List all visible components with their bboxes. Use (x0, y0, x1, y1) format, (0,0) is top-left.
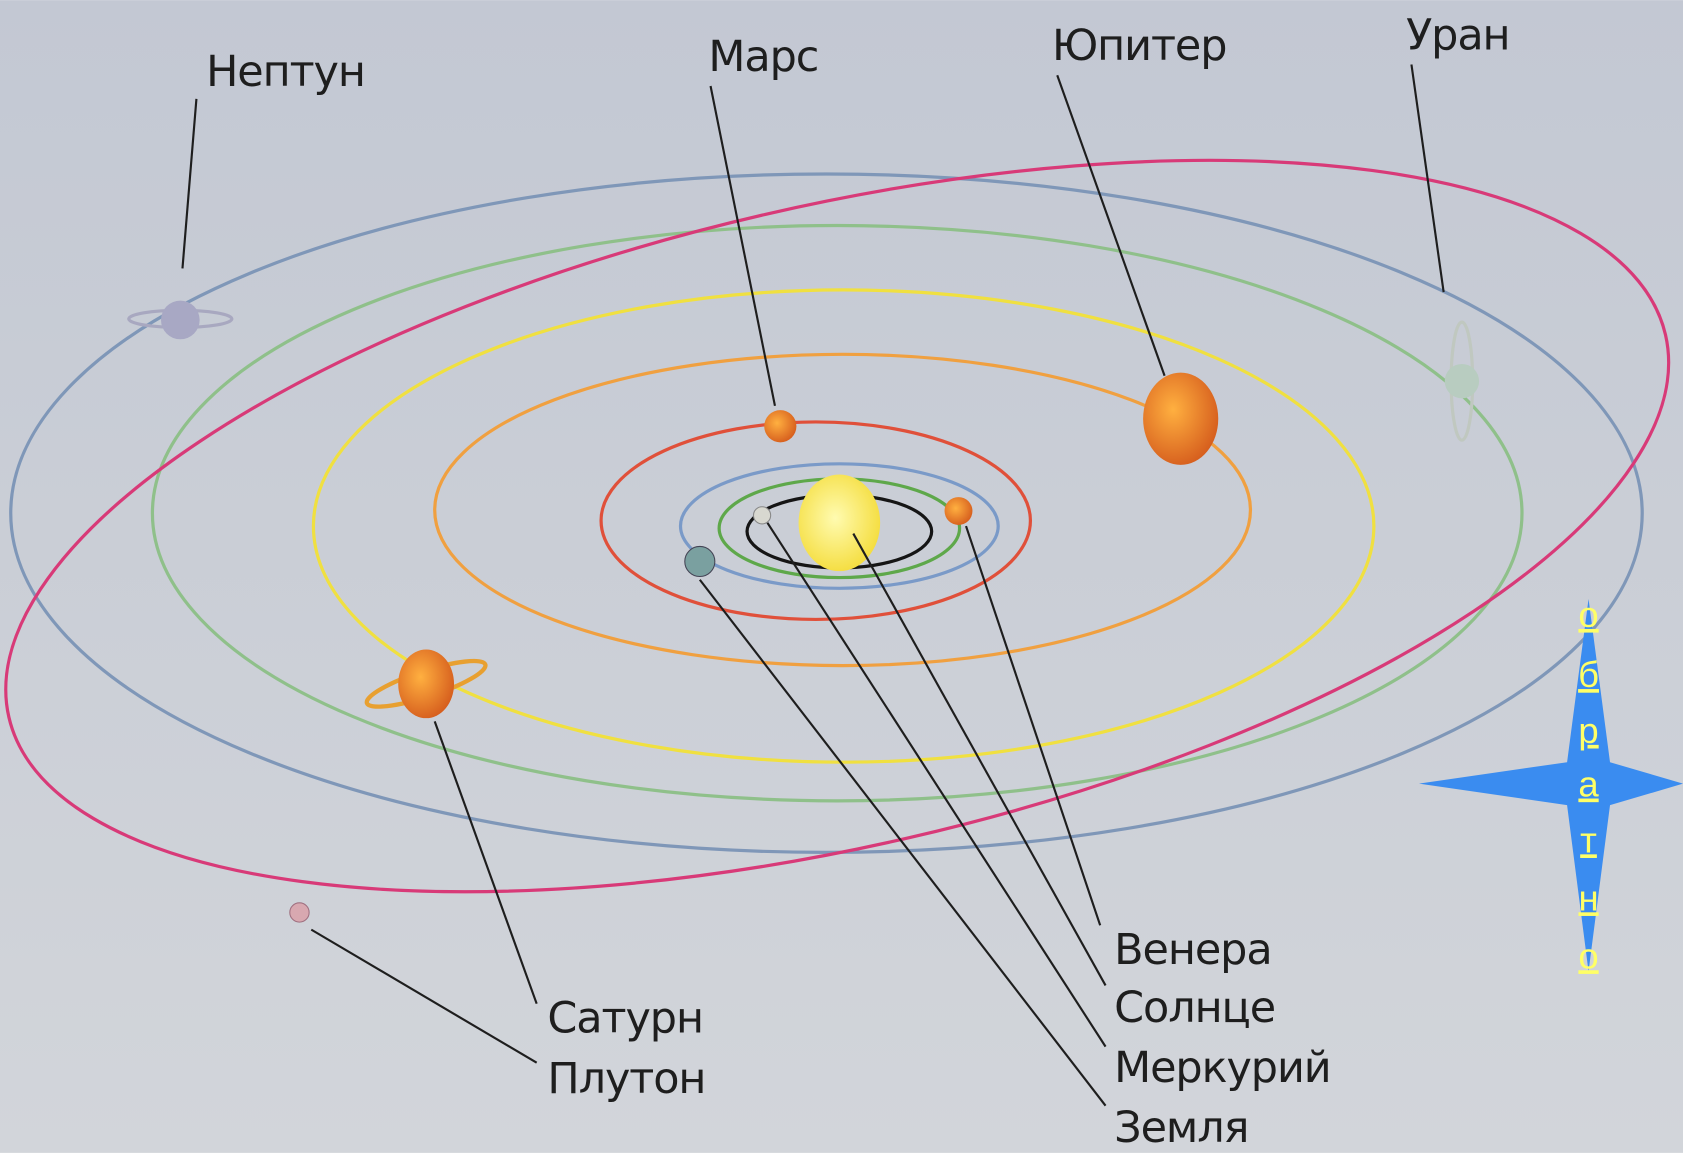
mercury (753, 507, 770, 524)
button-letter[interactable]: р (1578, 710, 1598, 751)
button-letter[interactable]: н (1578, 877, 1598, 918)
label: Земля (1114, 1103, 1248, 1153)
label: Сатурн (547, 994, 703, 1044)
label: Юпитер (1052, 21, 1227, 71)
button-letter[interactable]: т (1580, 819, 1597, 860)
saturn (398, 649, 454, 718)
sun (799, 475, 881, 572)
button-letter[interactable]: о (1578, 594, 1598, 635)
label: Солнце (1114, 983, 1275, 1033)
page: Нептун Марс Юпитер Уран Венера Солнце Ме… (0, 0, 1683, 1153)
venus (945, 497, 973, 525)
label: Нептун (206, 47, 365, 97)
label: Марс (708, 32, 818, 82)
button-letter[interactable]: а (1578, 764, 1599, 805)
jupiter (1143, 373, 1218, 465)
label: Плутон (547, 1054, 705, 1104)
solar-system-diagram: Нептун Марс Юпитер Уран Венера Солнце Ме… (0, 0, 1683, 1153)
label: Уран (1406, 10, 1509, 60)
label: Венера (1114, 925, 1271, 975)
button-letter[interactable]: о (1578, 935, 1598, 976)
label: Меркурий (1114, 1043, 1330, 1093)
uranus (1445, 364, 1479, 398)
pluto (290, 903, 309, 922)
neptune (161, 301, 200, 340)
button-letter[interactable]: б (1578, 654, 1599, 695)
mars (764, 410, 796, 442)
earth (685, 546, 715, 576)
